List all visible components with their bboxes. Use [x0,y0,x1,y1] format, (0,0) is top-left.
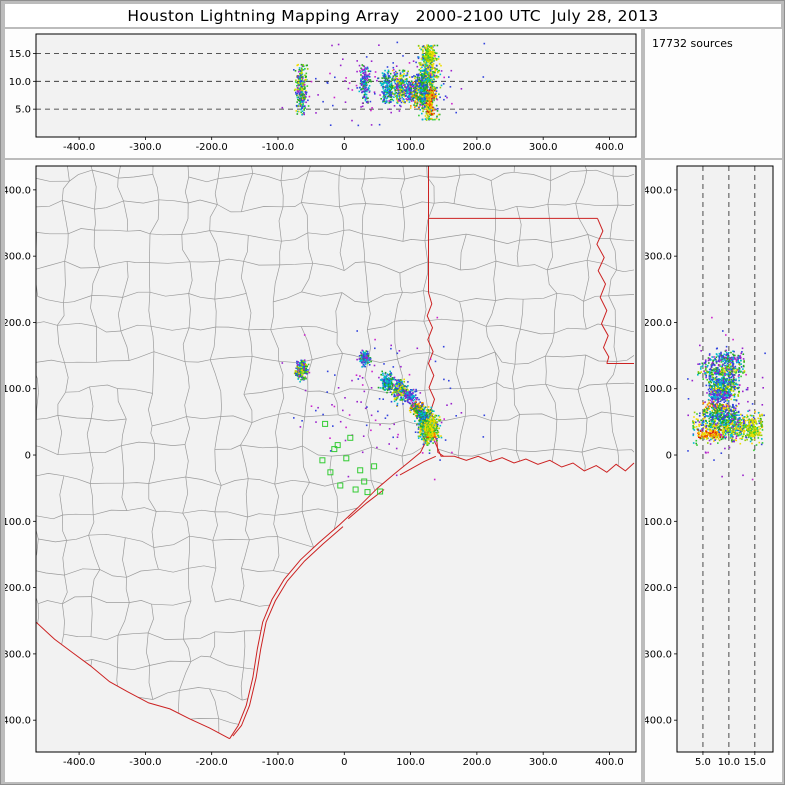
ew-x-axis-labels: -400.0 -300.0 -200.0 -100.0 0 100.0 200.0 300.0… [63,137,624,153]
altitude-dashed-gridlines [702,166,756,752]
lightning-source-points [281,316,486,481]
svg-text:-100.0: -100.0 [262,757,294,768]
plan-view-map-plot: -400.0 -300.0 -200.0 -100.0 0 100.0 200.0 300.0… [5,165,637,768]
svg-text:0: 0 [25,451,31,462]
panel-source-count: 17732 sources [645,29,782,158]
svg-text:-200.0: -200.0 [196,757,228,768]
svg-text:100.0: 100.0 [396,757,425,768]
source-count-label: 17732 sources [652,37,733,50]
svg-text:5.0: 5.0 [15,105,31,116]
page-title: Houston Lightning Mapping Array 2000-210… [5,4,781,27]
svg-text:-300.0: -300.0 [129,757,161,768]
lightning-source-points [281,41,486,127]
altitude-dashed-gridlines [36,53,636,110]
svg-text:15.0: 15.0 [9,49,31,60]
map-x-axis-labels: -400.0 -300.0 -200.0 -100.0 0 100.0 200.0 300.0… [63,752,624,768]
svg-text:0: 0 [341,142,347,153]
svg-text:400.0: 400.0 [595,757,624,768]
map-y-axis-labels: 400.0 300.0 200.0 100.0 0 -100.0 -200.0 -300.0 -… [5,185,36,727]
svg-text:200.0: 200.0 [5,318,31,329]
svg-text:-300.0: -300.0 [129,142,161,153]
svg-text:-100.0: -100.0 [5,517,31,528]
svg-text:400.0: 400.0 [595,142,624,153]
svg-text:100.0: 100.0 [5,384,31,395]
svg-text:-400.0: -400.0 [5,716,31,727]
panel-plan-view-map: -400.0 -300.0 -200.0 -100.0 0 100.0 200.0 300.0… [5,160,641,782]
svg-text:300.0: 300.0 [529,142,558,153]
svg-text:-300.0: -300.0 [5,649,31,660]
state-borders-and-coastline [36,166,635,740]
panel-altitude-vs-eastwest: -400.0 -300.0 -200.0 -100.0 0 100.0 200.0 300.0… [5,29,641,158]
altitude-northsouth-plot: 5.010.015.0 400.0300.0200.0100.00-100.0-2… [645,165,774,768]
ns-altitude-axis-labels: 5.0 10.0 15.0 [695,752,766,768]
ew-altitude-axis-labels: 15.0 10.0 5.0 [9,49,36,116]
lma-stations [319,420,384,496]
svg-text:200.0: 200.0 [463,757,492,768]
panel-altitude-vs-northsouth: 5.010.015.0 400.0300.0200.0100.00-100.0-2… [645,160,782,782]
svg-text:-400.0: -400.0 [63,757,95,768]
svg-text:300.0: 300.0 [529,757,558,768]
svg-text:-100.0: -100.0 [262,142,294,153]
ns-y-axis-labels: 400.0300.0200.0100.00-100.0-200.0-300.0-… [645,185,677,727]
svg-text:-200.0: -200.0 [196,142,228,153]
svg-text:300.0: 300.0 [5,252,31,263]
svg-text:-200.0: -200.0 [5,583,31,594]
svg-text:-400.0: -400.0 [63,142,95,153]
svg-text:0: 0 [341,757,347,768]
lightning-source-points [687,316,766,481]
svg-text:10.0: 10.0 [9,77,31,88]
altitude-eastwest-plot: -400.0 -300.0 -200.0 -100.0 0 100.0 200.0 300.0… [9,33,637,153]
svg-text:100.0: 100.0 [396,142,425,153]
svg-text:400.0: 400.0 [5,185,31,196]
svg-text:200.0: 200.0 [463,142,492,153]
